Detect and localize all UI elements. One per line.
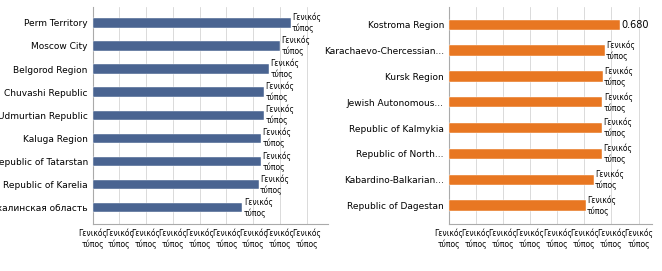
Bar xyxy=(449,200,586,211)
Bar xyxy=(449,123,602,133)
Text: Γενικός
τύπος: Γενικός τύπος xyxy=(263,151,291,172)
Bar xyxy=(449,71,602,82)
Bar xyxy=(93,41,280,51)
Bar xyxy=(93,180,259,189)
Bar xyxy=(93,157,261,166)
Text: Γενικός
τύπος: Γενικός τύπος xyxy=(604,66,633,87)
Bar xyxy=(93,203,242,212)
Text: Γενικός
τύπος: Γενικός τύπος xyxy=(604,92,633,112)
Text: Γενικός
τύπος: Γενικός τύπος xyxy=(271,59,299,79)
Text: Γενικός
τύπος: Γενικός τύπος xyxy=(244,197,273,218)
Bar xyxy=(449,20,620,30)
Bar xyxy=(93,134,261,143)
Bar xyxy=(449,97,602,107)
Bar xyxy=(93,18,291,28)
Text: Γενικός
τύπος: Γενικός τύπος xyxy=(603,118,632,138)
Text: Γενικός
τύπος: Γενικός τύπος xyxy=(606,40,635,61)
Bar xyxy=(449,175,594,185)
Text: 0.680: 0.680 xyxy=(621,20,648,30)
Bar xyxy=(93,111,264,120)
Text: Γενικός
τύπος: Γενικός τύπος xyxy=(292,13,321,33)
Bar xyxy=(449,46,604,56)
Bar xyxy=(93,88,264,97)
Text: Γενικός
τύπος: Γενικός τύπος xyxy=(260,174,289,195)
Text: Γενικός
τύπος: Γενικός τύπος xyxy=(587,195,616,216)
Text: Γενικός
τύπος: Γενικός τύπος xyxy=(603,144,632,164)
Bar xyxy=(449,149,602,159)
Text: Γενικός
τύπος: Γενικός τύπος xyxy=(595,169,624,190)
Bar xyxy=(93,64,269,74)
Text: Γενικός
τύπος: Γενικός τύπος xyxy=(281,36,310,56)
Text: Γενικός
τύπος: Γενικός τύπος xyxy=(265,105,294,125)
Text: Γενικός
τύπος: Γενικός τύπος xyxy=(265,82,294,102)
Text: Γενικός
τύπος: Γενικός τύπος xyxy=(263,128,291,149)
